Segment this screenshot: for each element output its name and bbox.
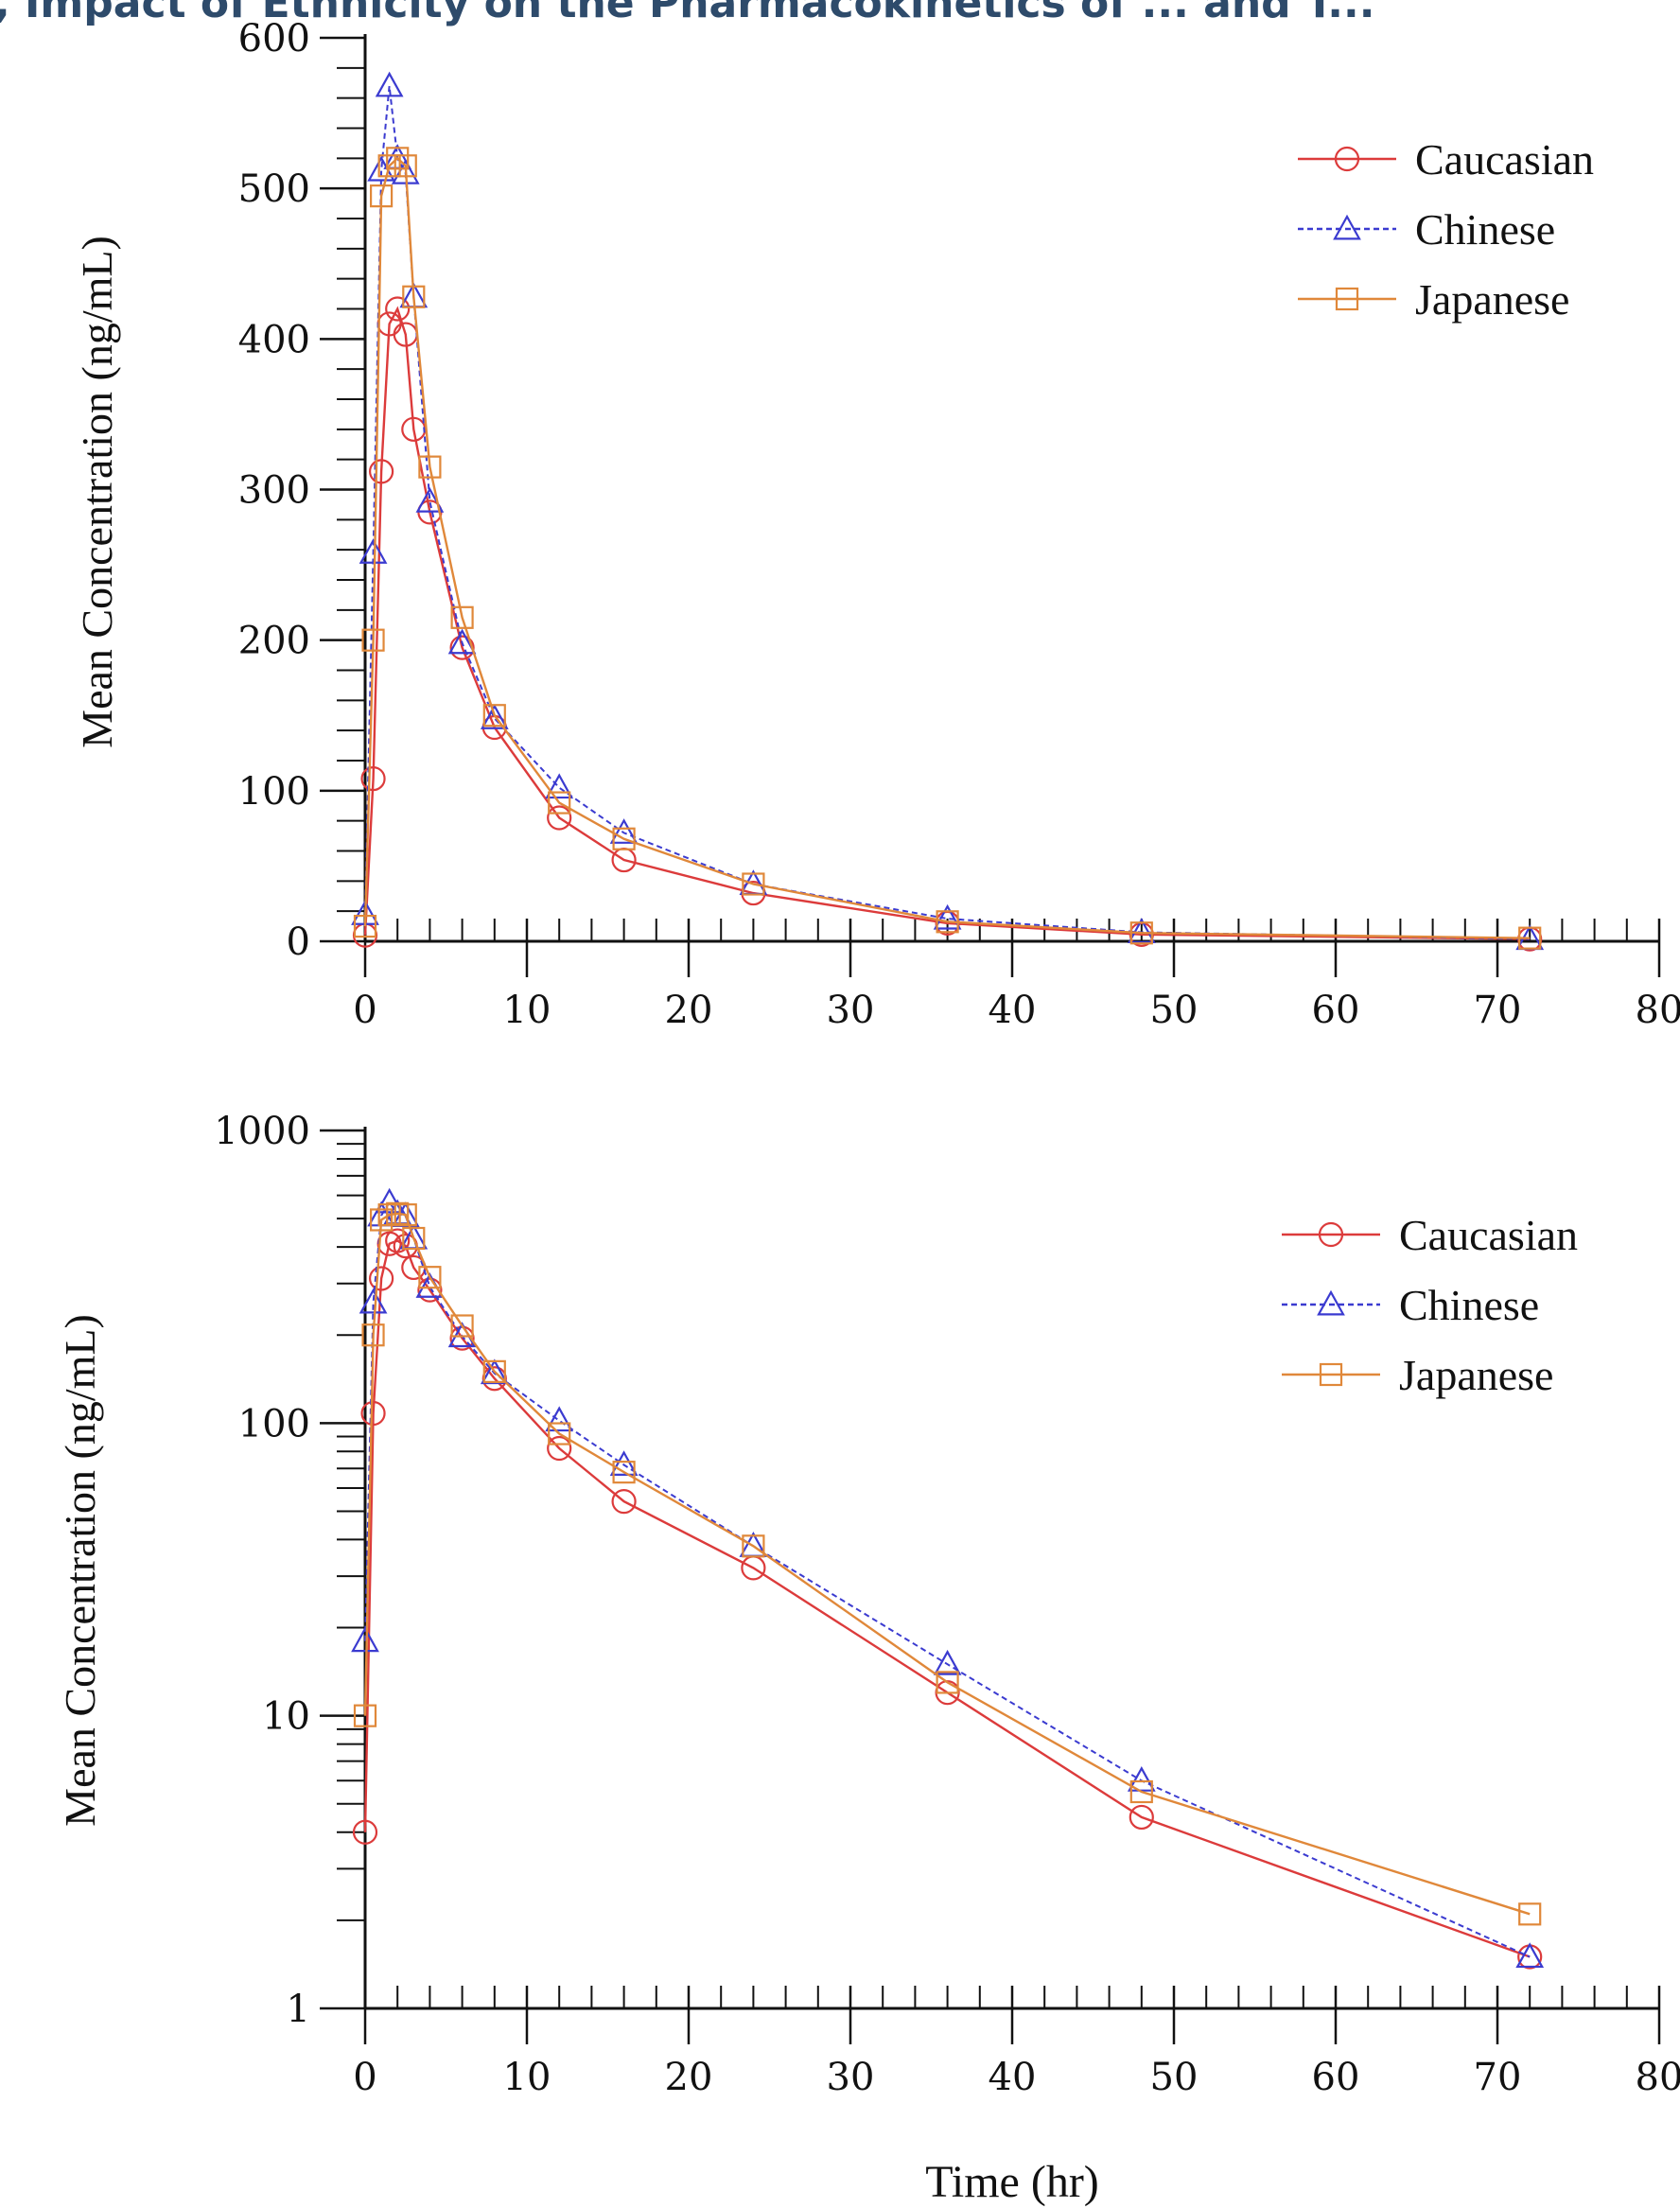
y-axis-title: Mean Concentration (ng/mL) xyxy=(56,1314,104,1827)
x-tick-label: 30 xyxy=(827,2056,875,2099)
y-axis-title: Mean Concentration (ng/mL) xyxy=(73,236,121,748)
x-tick-label: 70 xyxy=(1474,989,1522,1032)
x-tick-label: 0 xyxy=(353,989,376,1032)
x-tick-label: 50 xyxy=(1150,2056,1199,2099)
y-tick-label: 500 xyxy=(238,167,310,211)
x-tick-label: 20 xyxy=(665,2056,713,2099)
y-tick-label: 100 xyxy=(238,770,310,814)
x-tick-label: 10 xyxy=(503,989,551,1032)
x-axis-title: Time (hr) xyxy=(925,2157,1099,2207)
legend-label-chinese: Chinese xyxy=(1399,1281,1539,1329)
y-tick-label: 600 xyxy=(238,17,310,61)
y-tick-label: 1 xyxy=(287,1988,310,2031)
x-tick-label: 40 xyxy=(989,2056,1037,2099)
x-tick-label: 30 xyxy=(827,989,875,1032)
y-tick-label: 10 xyxy=(262,1695,310,1739)
x-tick-label: 0 xyxy=(353,2056,376,2099)
x-tick-label: 80 xyxy=(1636,2056,1680,2099)
x-tick-label: 60 xyxy=(1312,989,1360,1032)
x-tick-label: 40 xyxy=(989,989,1037,1032)
legend-label-caucasian: Caucasian xyxy=(1399,1211,1578,1259)
figure-title-fragment: , Impact of Ethnicity on the Pharmacokin… xyxy=(0,0,1374,27)
y-tick-label: 200 xyxy=(238,620,310,663)
legend-label-caucasian: Caucasian xyxy=(1415,135,1594,184)
x-tick-label: 50 xyxy=(1150,989,1199,1032)
y-tick-label: 400 xyxy=(238,318,310,361)
x-tick-label: 10 xyxy=(503,2056,551,2099)
x-tick-label: 70 xyxy=(1474,2056,1522,2099)
y-tick-label: 100 xyxy=(238,1402,310,1446)
y-tick-label: 1000 xyxy=(214,1110,310,1153)
x-tick-label: 20 xyxy=(665,989,713,1032)
legend-label-japanese: Japanese xyxy=(1415,275,1569,324)
legend-label-japanese: Japanese xyxy=(1399,1351,1553,1399)
legend-label-chinese: Chinese xyxy=(1415,205,1555,254)
y-tick-label: 300 xyxy=(238,469,310,513)
x-tick-label: 80 xyxy=(1636,989,1680,1032)
y-tick-label: 0 xyxy=(287,920,310,964)
x-tick-label: 60 xyxy=(1312,2056,1360,2099)
